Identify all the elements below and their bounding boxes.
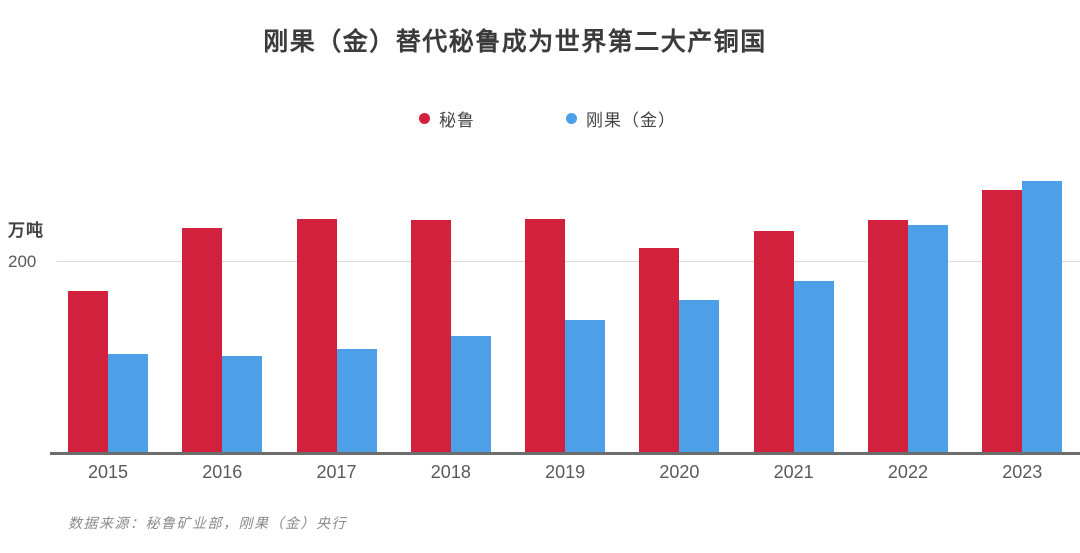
- bar-peru-2020: [639, 247, 680, 454]
- x-axis-label-2015: 2015: [87, 462, 129, 482]
- bar-peru-2016: [182, 228, 223, 454]
- bar-peru-2022: [867, 219, 908, 454]
- x-axis-label-2023: 2023: [1002, 462, 1043, 482]
- y-axis-unit-label: 万吨: [8, 221, 44, 240]
- x-axis-label-2019: 2019: [545, 462, 586, 482]
- x-axis-label-2020: 2020: [659, 462, 700, 482]
- x-axis-label-2022: 2022: [887, 462, 928, 482]
- bar-congo-2015: [108, 354, 148, 454]
- bar-peru-2018: [410, 219, 451, 454]
- legend-dot-congo-icon: [566, 112, 577, 124]
- bar-congo-2019: [565, 319, 606, 454]
- bar-congo-2016: [222, 356, 263, 454]
- bar-peru-2019: [525, 218, 566, 454]
- x-axis-label-2018: 2018: [430, 462, 471, 482]
- x-axis-label-2016: 2016: [202, 462, 243, 482]
- bar-peru-2021: [753, 231, 794, 454]
- source-note: 数据来源：秘鲁矿业部，刚果（金）央行: [68, 517, 347, 532]
- legend-dot-peru-icon: [419, 112, 430, 124]
- chart-title: 刚果（金）替代秘鲁成为世界第二大产铜国: [263, 28, 767, 56]
- bar-congo-2021: [793, 281, 834, 454]
- bar-congo-2020: [679, 300, 720, 454]
- legend-label-peru: 秘鲁: [439, 110, 475, 130]
- legend-label-congo: 刚果（金）: [586, 110, 676, 130]
- bar-congo-2018: [450, 335, 491, 454]
- bar-peru-2015: [68, 290, 108, 454]
- legend-item-peru: 秘鲁: [419, 106, 475, 130]
- gridline-200: [57, 261, 1080, 262]
- y-axis-tick-label-200: 200: [8, 252, 37, 271]
- bar-peru-2023: [982, 190, 1023, 454]
- bar-peru-2017: [296, 218, 337, 454]
- x-axis-line: [50, 452, 1080, 455]
- bar-congo-2023: [1022, 181, 1063, 454]
- bar-congo-2022: [907, 224, 948, 454]
- legend-item-congo: 刚果（金）: [566, 106, 676, 130]
- bar-congo-2017: [336, 349, 377, 454]
- x-axis-label-2021: 2021: [773, 462, 814, 482]
- x-axis-label-2017: 2017: [316, 462, 357, 482]
